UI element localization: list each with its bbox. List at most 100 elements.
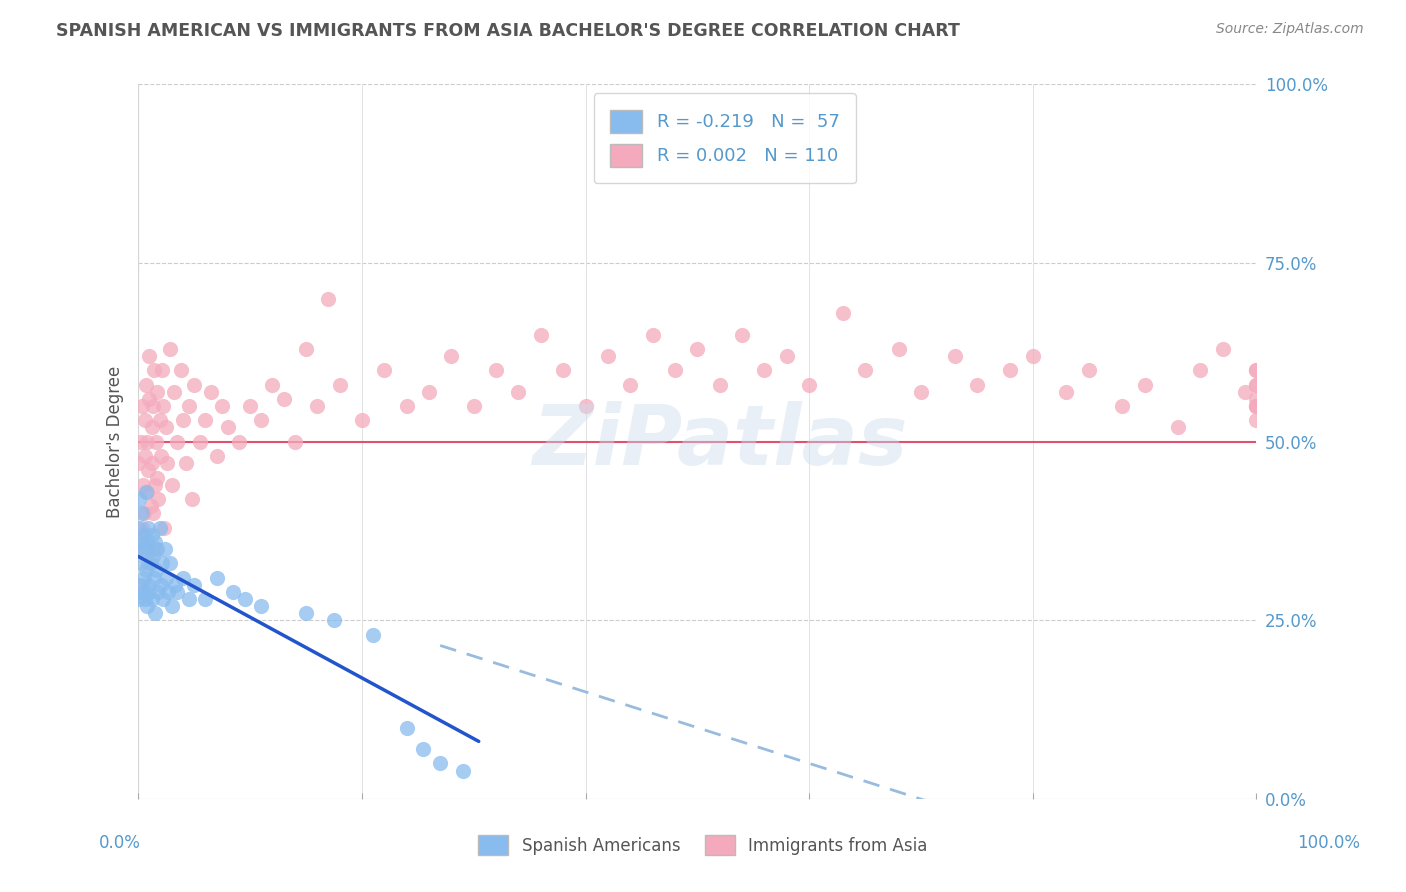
Point <box>188 434 211 449</box>
Point <box>166 585 188 599</box>
Point <box>149 577 172 591</box>
Point <box>153 541 176 556</box>
Point <box>143 477 166 491</box>
Point <box>222 585 245 599</box>
Point <box>134 449 156 463</box>
Point <box>148 491 170 506</box>
Point <box>1133 377 1156 392</box>
Point <box>485 363 508 377</box>
Point <box>181 491 204 506</box>
Point <box>146 541 169 556</box>
Point <box>138 577 160 591</box>
Point <box>135 377 157 392</box>
Point <box>142 399 165 413</box>
Point <box>166 434 188 449</box>
Point <box>177 399 200 413</box>
Point <box>429 756 451 771</box>
Point <box>295 607 318 621</box>
Point <box>463 399 485 413</box>
Point <box>131 556 153 570</box>
Point <box>132 527 155 541</box>
Point <box>141 456 163 470</box>
Point <box>183 377 205 392</box>
Point <box>148 413 170 427</box>
Point <box>596 349 619 363</box>
Point <box>853 363 876 377</box>
Point <box>1246 363 1268 377</box>
Point <box>307 399 329 413</box>
Point <box>233 592 256 607</box>
Point <box>163 384 186 399</box>
Point <box>1022 349 1045 363</box>
Point <box>139 556 162 570</box>
Point <box>619 377 641 392</box>
Point <box>1111 399 1133 413</box>
Point <box>159 556 181 570</box>
Point <box>160 599 183 614</box>
Point <box>183 577 205 591</box>
Point <box>530 327 553 342</box>
Point <box>1167 420 1189 434</box>
Point <box>1077 363 1099 377</box>
Point <box>211 399 233 413</box>
Point <box>176 456 198 470</box>
Point <box>128 534 150 549</box>
Point <box>142 506 165 520</box>
Point <box>145 563 167 577</box>
Point <box>194 592 217 607</box>
Point <box>1246 399 1268 413</box>
Point <box>141 592 163 607</box>
Point <box>1246 392 1268 406</box>
Point <box>250 413 273 427</box>
Point <box>1189 363 1212 377</box>
Point <box>373 363 395 377</box>
Point <box>1246 399 1268 413</box>
Point <box>131 506 153 520</box>
Point <box>142 570 165 584</box>
Point <box>152 399 174 413</box>
Point <box>323 614 346 628</box>
Point <box>138 541 160 556</box>
Point <box>910 384 932 399</box>
Legend: Spanish Americans, Immigrants from Asia: Spanish Americans, Immigrants from Asia <box>471 829 935 862</box>
Point <box>127 520 149 534</box>
Point <box>155 420 177 434</box>
Point <box>412 742 434 756</box>
Point <box>136 599 159 614</box>
Point <box>553 363 575 377</box>
Point <box>128 491 150 506</box>
Point <box>148 585 170 599</box>
Point <box>132 570 155 584</box>
Point <box>143 541 166 556</box>
Point <box>146 384 169 399</box>
Point <box>686 342 709 356</box>
Point <box>217 420 239 434</box>
Point <box>132 477 155 491</box>
Point <box>138 556 160 570</box>
Point <box>159 342 181 356</box>
Point <box>887 342 910 356</box>
Point <box>1246 363 1268 377</box>
Point <box>138 520 160 534</box>
Point <box>797 377 820 392</box>
Point <box>129 577 152 591</box>
Point <box>1234 384 1257 399</box>
Point <box>1246 413 1268 427</box>
Point <box>664 363 686 377</box>
Point <box>205 449 228 463</box>
Point <box>156 456 179 470</box>
Point <box>136 484 159 499</box>
Point <box>131 399 153 413</box>
Point <box>395 721 418 735</box>
Point <box>127 456 149 470</box>
Point <box>143 534 166 549</box>
Point <box>172 570 194 584</box>
Text: SPANISH AMERICAN VS IMMIGRANTS FROM ASIA BACHELOR'S DEGREE CORRELATION CHART: SPANISH AMERICAN VS IMMIGRANTS FROM ASIA… <box>56 22 960 40</box>
Point <box>295 342 318 356</box>
Point <box>135 484 157 499</box>
Point <box>1054 384 1077 399</box>
Point <box>1212 342 1234 356</box>
Point <box>132 585 155 599</box>
Point <box>754 363 776 377</box>
Point <box>141 420 163 434</box>
